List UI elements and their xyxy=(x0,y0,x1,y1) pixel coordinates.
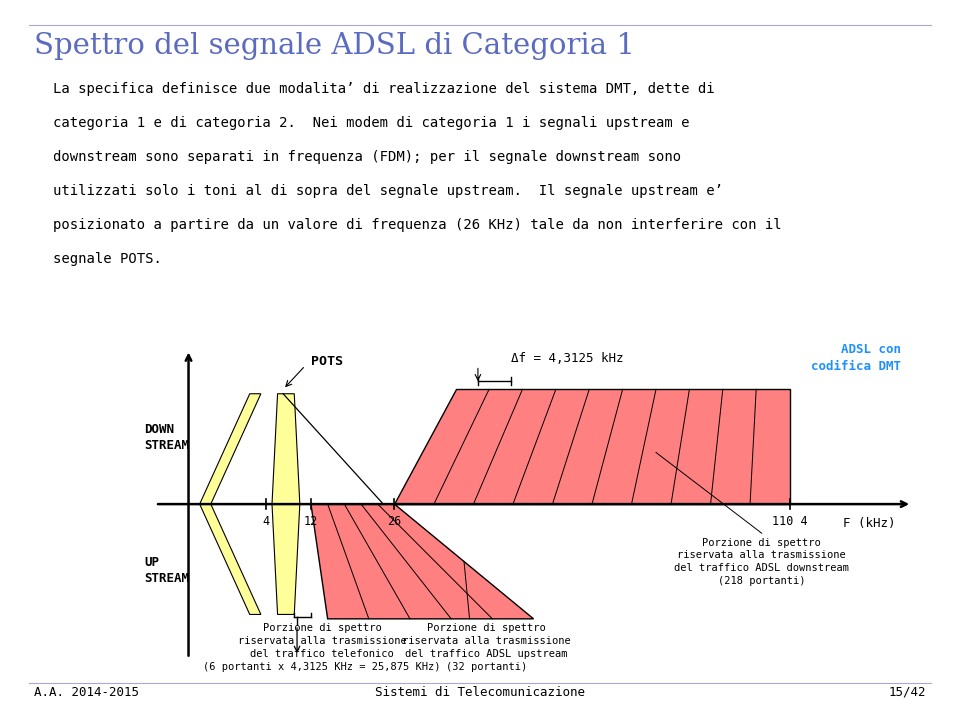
Text: 12: 12 xyxy=(303,515,318,528)
Text: La specifica definisce due modalita’ di realizzazione del sistema DMT, dette di: La specifica definisce due modalita’ di … xyxy=(53,82,714,96)
Text: Porzione di spettro
riservata alla trasmissione
del traffico ADSL downstream
(21: Porzione di spettro riservata alla trasm… xyxy=(674,537,850,586)
Text: A.A. 2014-2015: A.A. 2014-2015 xyxy=(34,686,138,699)
Text: segnale POTS.: segnale POTS. xyxy=(53,252,161,266)
Text: downstream sono separati in frequenza (FDM); per il segnale downstream sono: downstream sono separati in frequenza (F… xyxy=(53,150,681,164)
Text: posizionato a partire da un valore di frequenza (26 KHz) tale da non interferire: posizionato a partire da un valore di fr… xyxy=(53,218,781,232)
Text: Porzione di spettro
riservata alla trasmissione
del traffico telefonico
(6 porta: Porzione di spettro riservata alla trasm… xyxy=(204,623,441,672)
Polygon shape xyxy=(311,504,534,619)
Text: categoria 1 e di categoria 2.  Nei modem di categoria 1 i segnali upstream e: categoria 1 e di categoria 2. Nei modem … xyxy=(53,116,689,130)
Text: POTS: POTS xyxy=(311,354,343,368)
Polygon shape xyxy=(272,394,300,504)
Text: Δf = 4,3125 kHz: Δf = 4,3125 kHz xyxy=(512,352,624,365)
Polygon shape xyxy=(200,504,261,614)
Text: F (kHz): F (kHz) xyxy=(843,518,896,530)
Polygon shape xyxy=(272,504,300,614)
Polygon shape xyxy=(200,394,261,504)
Text: ADSL con
codifica DMT: ADSL con codifica DMT xyxy=(811,344,900,373)
Text: 26: 26 xyxy=(387,515,401,528)
Text: 110 4: 110 4 xyxy=(772,515,807,528)
Polygon shape xyxy=(395,389,789,504)
Text: Sistemi di Telecomunicazione: Sistemi di Telecomunicazione xyxy=(375,686,585,699)
Text: DOWN
STREAM: DOWN STREAM xyxy=(144,423,189,452)
Text: Spettro del segnale ADSL di Categoria 1: Spettro del segnale ADSL di Categoria 1 xyxy=(34,32,635,60)
Text: utilizzati solo i toni al di sopra del segnale upstream.  Il segnale upstream e’: utilizzati solo i toni al di sopra del s… xyxy=(53,184,723,198)
Text: 4: 4 xyxy=(263,515,270,528)
Text: Porzione di spettro
riservata alla trasmissione
del traffico ADSL upstream
(32 p: Porzione di spettro riservata alla trasm… xyxy=(402,623,570,672)
Text: 15/42: 15/42 xyxy=(889,686,926,699)
Text: UP
STREAM: UP STREAM xyxy=(144,556,189,585)
